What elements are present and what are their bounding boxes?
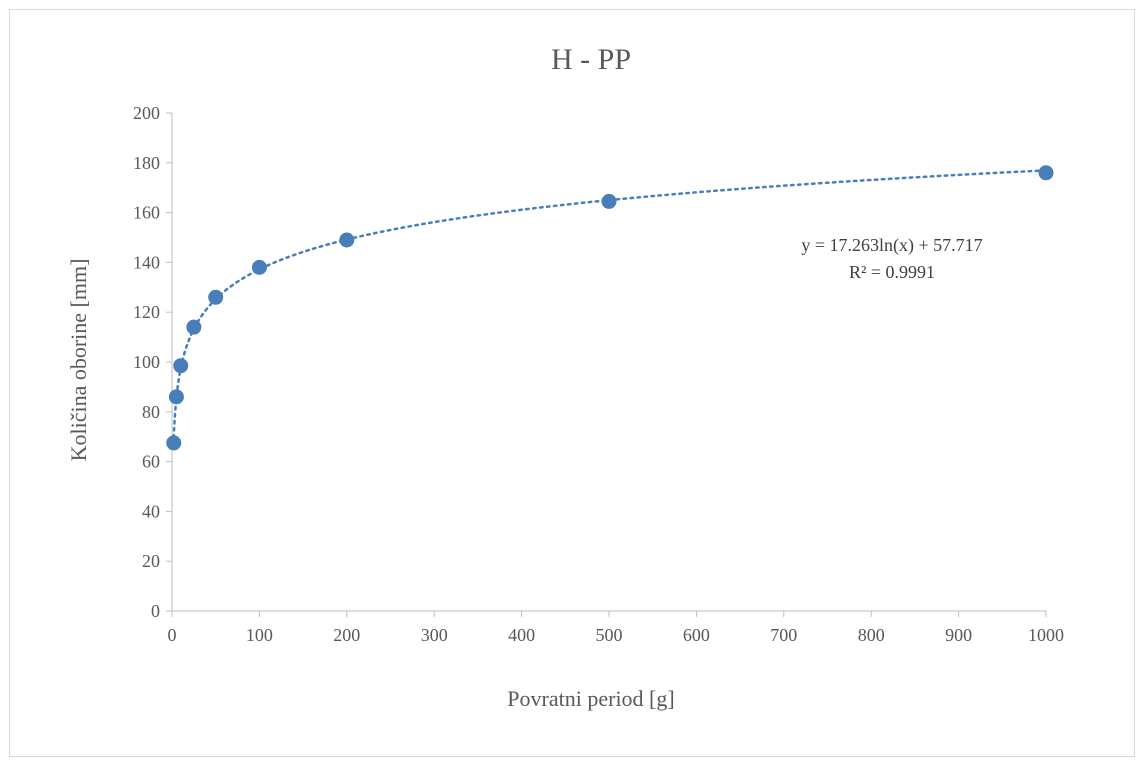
data-point: [186, 319, 202, 335]
x-tick-label: 200: [333, 625, 360, 645]
trendline-equation: y = 17.263ln(x) + 57.717: [801, 235, 982, 256]
data-point: [601, 193, 617, 209]
y-tick-label: 40: [142, 501, 160, 521]
x-tick-label: 400: [508, 625, 535, 645]
y-axis: 0 20 40 60 80 100 120 140 160 180 200: [133, 103, 173, 621]
x-axis: 0 100 200 300 400 500 600 700 800 900 1000: [168, 610, 1064, 645]
y-tick-label: 160: [133, 203, 160, 223]
y-axis-title: Količina oborine [mm]: [66, 259, 91, 462]
x-tick-label: 600: [683, 625, 710, 645]
y-tick-label: 140: [133, 252, 160, 272]
x-tick-label: 800: [858, 625, 885, 645]
data-point: [251, 259, 267, 275]
data-point: [168, 389, 184, 405]
trendline: [172, 169, 1048, 439]
data-point: [1038, 165, 1054, 181]
y-tick-label: 200: [133, 103, 160, 123]
y-tick-label: 100: [133, 352, 160, 372]
data-point: [166, 435, 182, 451]
x-tick-label: 700: [770, 625, 797, 645]
y-tick-label: 180: [133, 153, 160, 173]
data-point: [208, 289, 224, 305]
x-axis-title: Povratni period [g]: [507, 686, 674, 711]
y-tick-label: 80: [142, 402, 160, 422]
chart-svg: H - PP 0 20 40 60 80 100 120 140 160 180 200 0 100 2…: [66, 43, 1064, 711]
y-tick-label: 0: [151, 601, 160, 621]
data-point: [173, 358, 189, 374]
x-tick-label: 0: [168, 625, 177, 645]
chart-frame: H - PP 0 20 40 60 80 100 120 140 160 180 200 0 100 2…: [9, 9, 1135, 757]
y-tick-label: 20: [142, 551, 160, 571]
x-tick-label: 300: [421, 625, 448, 645]
x-tick-label: 1000: [1028, 625, 1064, 645]
trendline-r-squared: R² = 0.9991: [849, 262, 935, 282]
y-tick-label: 60: [142, 452, 160, 472]
y-tick-label: 120: [133, 302, 160, 322]
x-tick-label: 100: [246, 625, 273, 645]
x-tick-label: 500: [596, 625, 623, 645]
x-tick-label: 900: [945, 625, 972, 645]
data-points: [166, 165, 1054, 451]
data-point: [339, 232, 355, 248]
chart-title: H - PP: [551, 43, 631, 76]
